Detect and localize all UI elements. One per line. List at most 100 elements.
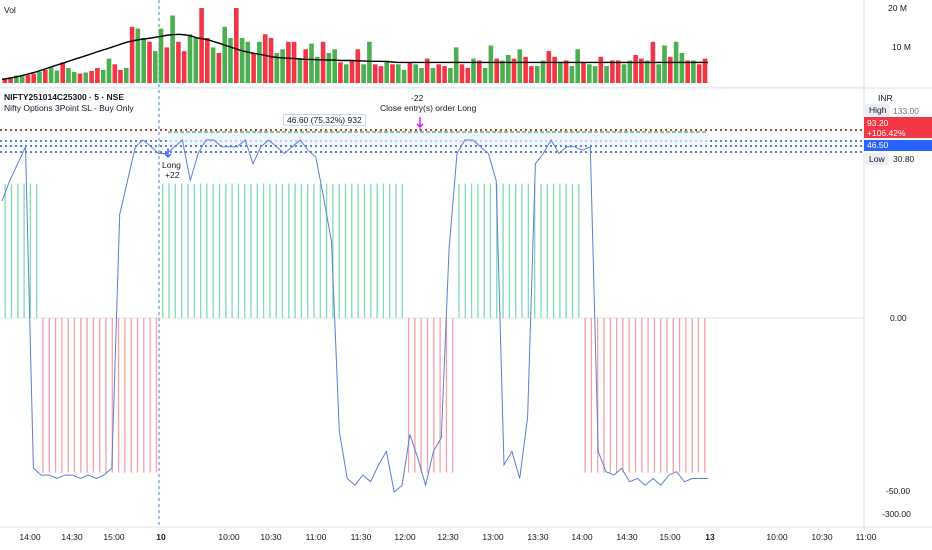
symbol-legend[interactable]: NIFTY251014C25300 · 5 · NSE — [4, 92, 125, 102]
volume-bar — [407, 62, 413, 83]
volume-bar — [326, 53, 332, 83]
volume-bar — [691, 60, 696, 83]
long-entry-qty: +22 — [165, 170, 180, 180]
time-axis-label: 10:30 — [260, 532, 282, 542]
volume-bar — [696, 64, 702, 84]
volume-bar — [679, 53, 685, 83]
volume-bar — [662, 45, 667, 83]
volume-bar — [147, 41, 152, 84]
volume-bar — [482, 68, 488, 83]
time-axis-label: 10 — [156, 532, 166, 542]
time-axis-label: 11:30 — [350, 532, 372, 542]
volume-bar — [262, 34, 268, 84]
entry-price-badge: 46.50 — [864, 140, 932, 151]
volume-bar — [610, 60, 615, 83]
volume-bar — [511, 58, 517, 83]
volume-bar — [164, 47, 170, 83]
close-exit-arrow-icon — [416, 117, 424, 128]
volume-bar — [77, 73, 83, 83]
volume-bar — [639, 58, 644, 83]
volume-bar — [453, 47, 459, 83]
volume-bar — [563, 60, 569, 83]
volume-bar — [436, 64, 442, 84]
last-change: +106.42% — [867, 128, 906, 138]
last-price: 93.20 — [867, 118, 889, 128]
volume-bar — [210, 47, 216, 83]
long-entry-arrow-icon — [164, 148, 172, 158]
volume-bar — [124, 68, 129, 83]
volume-bar — [228, 38, 233, 83]
volume-bar — [430, 68, 436, 83]
volume-bar — [216, 53, 222, 83]
volume-bar — [54, 70, 60, 83]
volume-bar — [702, 58, 708, 83]
volume-bar — [552, 56, 557, 84]
time-axis-label: 14:30 — [616, 532, 638, 542]
volume-bar — [43, 69, 48, 83]
volume-bar — [534, 66, 540, 83]
volume-bar — [205, 38, 210, 83]
entry-price: 46.50 — [867, 140, 889, 150]
volume-bar — [309, 43, 314, 83]
time-axis-label: 13 — [705, 532, 715, 542]
volume-axis-tick-10m: 10 M — [892, 42, 911, 52]
volume-bar — [517, 49, 523, 84]
volume-bar — [48, 67, 54, 84]
volume-bar — [234, 8, 239, 83]
last-price-badge: 93.20 +106.42% — [864, 117, 932, 138]
volume-bar — [60, 62, 65, 83]
volume-bar — [181, 51, 187, 83]
time-axis-label: 11:00 — [855, 532, 877, 542]
volume-bar — [529, 66, 534, 83]
volume-bar — [384, 60, 389, 83]
grid — [0, 86, 864, 319]
volume-bar — [500, 60, 505, 83]
volume-bar — [494, 58, 499, 83]
volume-bar — [245, 41, 251, 84]
indicator-legend[interactable]: Nifty Options 3Point SL - Buy Only — [4, 103, 134, 113]
volume-bar — [401, 69, 407, 83]
trade-range-box — [168, 131, 708, 145]
volume-bar — [280, 49, 285, 84]
volume-bar — [424, 58, 430, 83]
volume-bar — [286, 41, 291, 84]
volume-bar — [668, 56, 673, 84]
currency-label[interactable]: INR — [878, 93, 893, 103]
volume-bar — [19, 76, 25, 84]
volume-bar — [627, 60, 633, 83]
volume-bar — [644, 60, 650, 83]
volume-bar — [378, 66, 384, 83]
trade-result-box: 46.60 (75.32%) 932 — [283, 114, 366, 126]
volume-bar — [320, 41, 326, 84]
volume-bar — [95, 68, 100, 83]
volume-bar — [477, 60, 482, 83]
volume-bar — [268, 38, 274, 83]
volume-bar — [83, 72, 89, 83]
indicator-histogram — [4, 183, 706, 473]
volume-bar — [135, 28, 141, 84]
volume-bar — [112, 64, 118, 84]
time-axis-label: 10:00 — [218, 532, 240, 542]
time-axis-label: 14:00 — [571, 532, 593, 542]
axis-tick-minus-50: -50.00 — [886, 486, 911, 496]
volume-bar — [396, 64, 401, 84]
time-axis-label: 15:00 — [103, 532, 125, 542]
volume-bar — [106, 58, 112, 83]
time-axis-label: 12:30 — [437, 532, 459, 542]
volume-bar — [355, 49, 361, 84]
volume-bar — [2, 78, 8, 83]
volume-bar — [14, 75, 19, 83]
time-axis-label: 15:00 — [659, 532, 681, 542]
volume-bar — [685, 60, 690, 83]
volume-title: Vol — [4, 5, 16, 15]
volume-bar — [523, 56, 528, 84]
time-axis-label: 12:00 — [394, 532, 416, 542]
volume-bar — [465, 68, 471, 83]
volume-bar — [31, 73, 36, 83]
long-entry-label: Long — [162, 160, 181, 170]
volume-bar — [615, 60, 621, 83]
volume-bar — [575, 49, 580, 84]
close-exit-qty: -22 — [411, 93, 424, 103]
volume-bar — [592, 66, 598, 83]
